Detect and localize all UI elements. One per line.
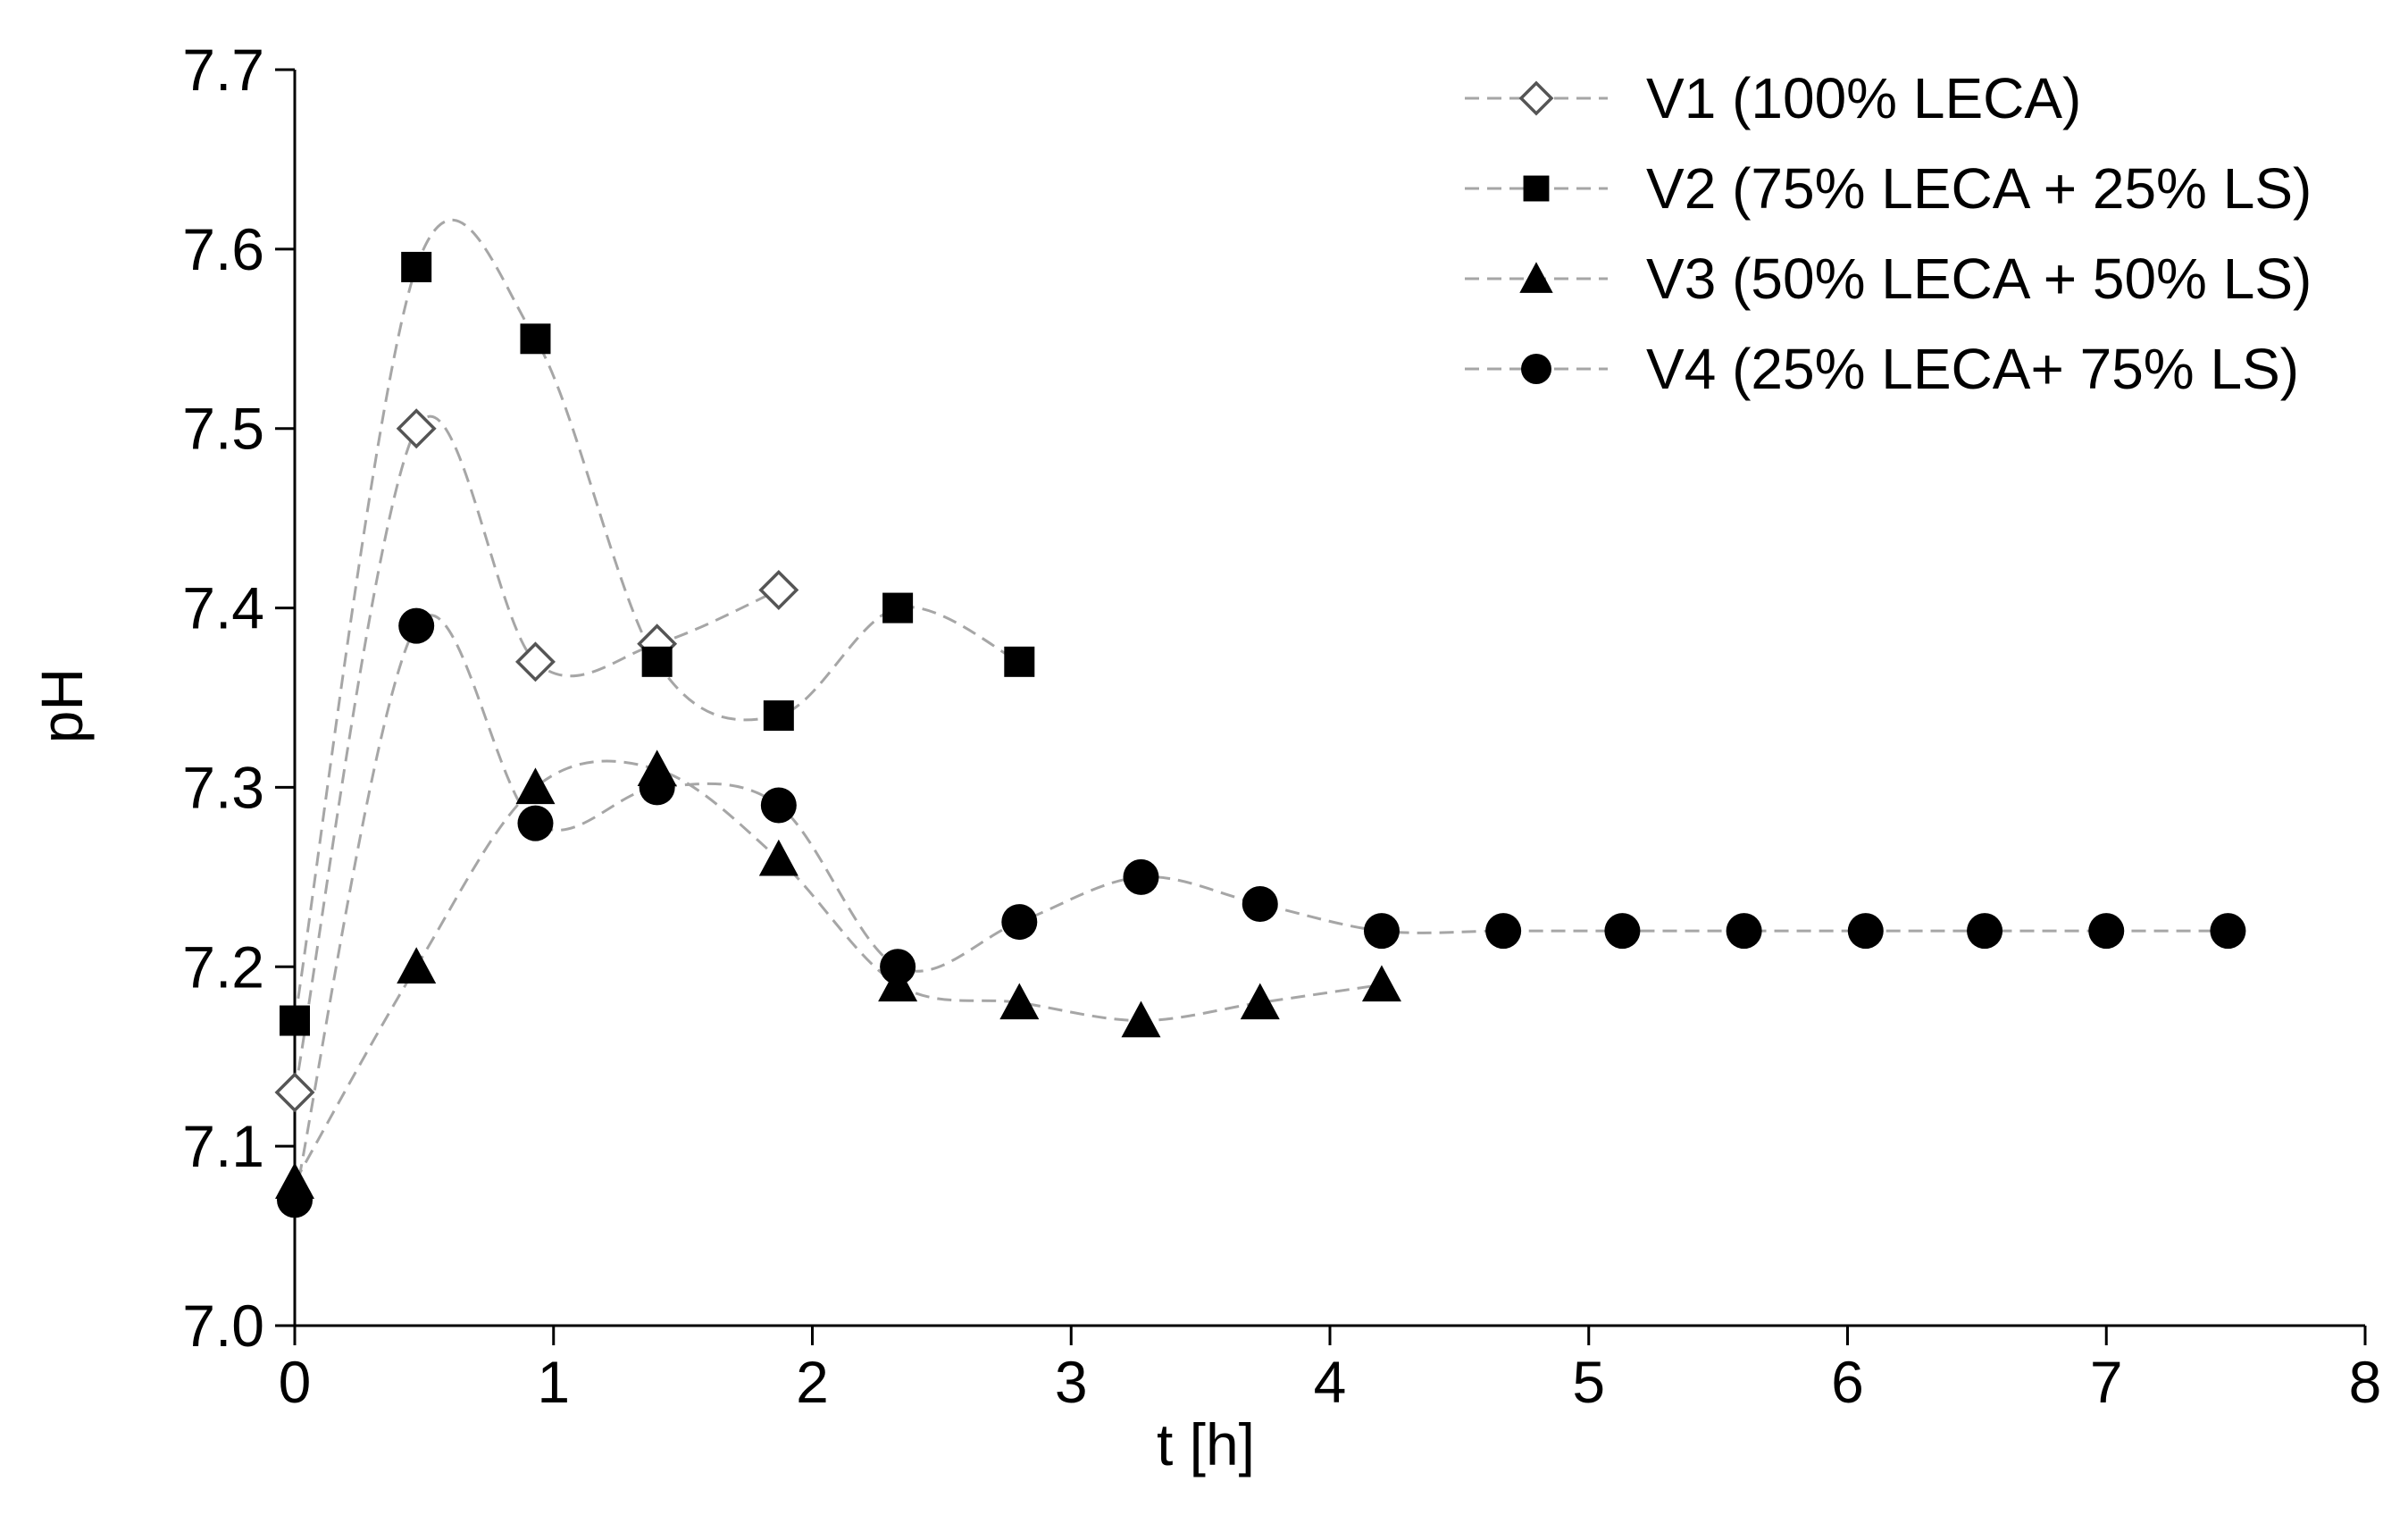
data-point-series-2	[763, 700, 794, 732]
data-point-series-2	[280, 1005, 310, 1036]
legend-label-1: V1 (100% LECA)	[1646, 66, 2081, 130]
data-point-series-4	[398, 607, 435, 644]
data-point-series-4	[1242, 885, 1278, 922]
y-tick-label: 7.0	[182, 1293, 264, 1359]
x-tick-label: 4	[1314, 1349, 1347, 1415]
legend-marker-3	[1519, 262, 1553, 293]
data-point-series-4	[2088, 913, 2125, 950]
data-point-series-3	[1240, 983, 1280, 1020]
data-point-series-2	[1004, 646, 1035, 677]
y-tick-label: 7.5	[182, 396, 264, 462]
data-point-series-1	[274, 1072, 315, 1113]
data-point-series-3	[1121, 1000, 1161, 1038]
series-line-1	[293, 415, 780, 1093]
data-point-series-3	[999, 983, 1040, 1020]
data-point-series-2	[401, 251, 432, 282]
data-point-series-3	[515, 767, 556, 805]
data-point-series-4	[1485, 913, 1522, 950]
data-point-series-4	[2210, 913, 2246, 950]
y-tick-label: 7.4	[182, 575, 264, 641]
x-tick-label: 5	[1572, 1349, 1605, 1415]
data-point-series-3	[397, 947, 437, 983]
x-tick-label: 0	[279, 1349, 312, 1415]
data-point-series-4	[1001, 904, 1038, 941]
data-point-series-4	[517, 805, 554, 841]
data-point-series-4	[1726, 913, 1762, 950]
axes: 7.0 7.1 7.2 7.3 7.4 7.5 7.6 7.7 0 1 2 3 4 5 6 7 8	[182, 37, 2381, 1415]
legend-marker-1	[1518, 80, 1554, 116]
y-tick-label: 7.7	[182, 37, 264, 103]
x-tick-label: 6	[1831, 1349, 1864, 1415]
x-tick-label: 3	[1055, 1349, 1088, 1415]
y-tick-label: 7.2	[182, 933, 264, 1000]
y-tick-label: 7.3	[182, 754, 264, 820]
data-point-series-2	[520, 323, 551, 355]
data-point-series-4	[1363, 913, 1400, 950]
data-point-series-3	[758, 839, 798, 876]
data-point-series-4	[639, 769, 675, 806]
x-tick-label: 8	[2349, 1349, 2382, 1415]
y-axis-title: pH	[29, 668, 95, 743]
data-point-series-1	[396, 408, 437, 449]
data-point-series-2	[641, 646, 673, 677]
legend-marker-2	[1523, 175, 1550, 202]
data-point-series-2	[882, 592, 914, 624]
data-point-series-4	[1847, 913, 1884, 950]
x-tick-label: 2	[796, 1349, 829, 1415]
data-point-series-1	[758, 570, 799, 610]
data-point-series-4	[880, 949, 916, 985]
data-point-series-4	[1967, 913, 2003, 950]
legend-label-4: V4 (25% LECA+ 75% LS)	[1646, 337, 2299, 401]
y-tick-label: 7.1	[182, 1113, 264, 1179]
series-line-3	[293, 759, 1383, 1184]
x-tick-label: 1	[537, 1349, 570, 1415]
x-tick-label: 7	[2090, 1349, 2123, 1415]
legend: V1 (100% LECA) V2 (75% LECA + 25% LS) V3 (…	[1465, 66, 2312, 401]
legend-label-2: V2 (75% LECA + 25% LS)	[1646, 156, 2312, 221]
series-markers	[274, 251, 2246, 1218]
data-point-series-1	[514, 641, 556, 682]
data-point-series-4	[760, 787, 797, 824]
y-tick-label: 7.6	[182, 216, 264, 282]
legend-marker-4	[1521, 354, 1551, 384]
data-point-series-4	[1604, 913, 1641, 950]
data-point-series-4	[1123, 858, 1159, 895]
x-axis-title: t [h]	[1157, 1411, 1255, 1477]
data-point-series-3	[1361, 965, 1401, 1002]
legend-label-3: V3 (50% LECA + 50% LS)	[1646, 247, 2312, 311]
data-point-series-4	[277, 1182, 313, 1218]
